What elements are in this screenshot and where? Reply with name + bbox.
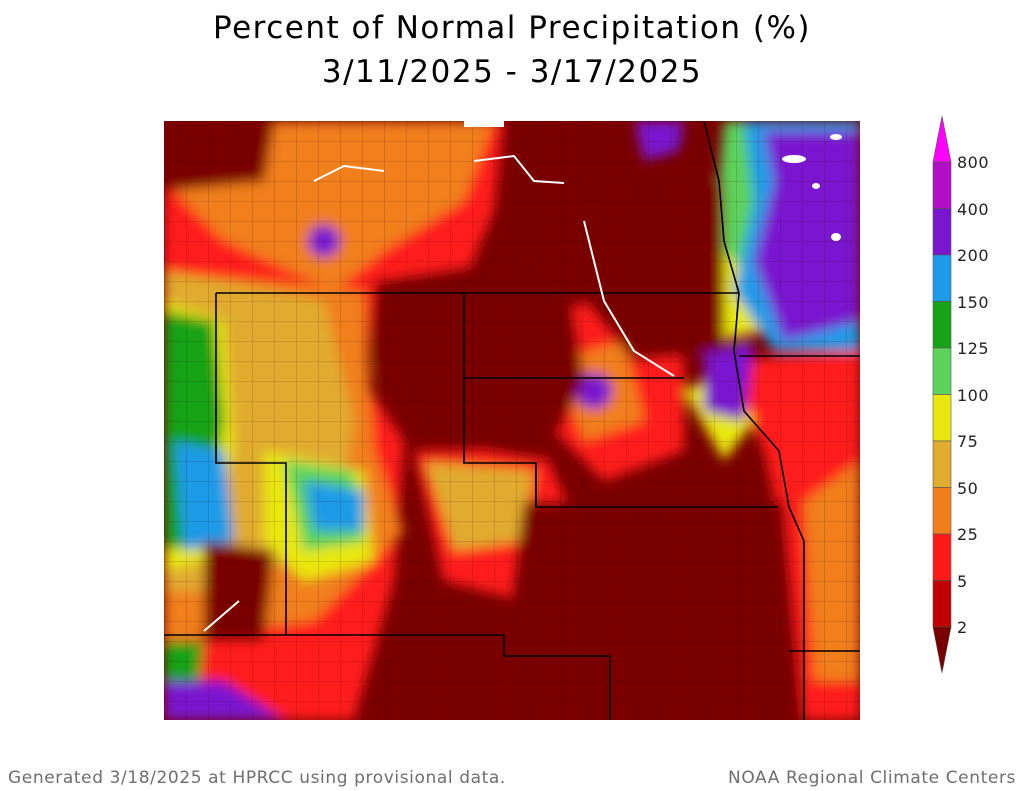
legend-label: 2 xyxy=(957,618,968,637)
legend-label: 25 xyxy=(957,525,979,544)
lakes xyxy=(464,121,842,241)
legend-swatch xyxy=(932,394,952,442)
map-date-range: 3/11/2025 - 3/17/2025 xyxy=(321,54,703,90)
legend-swatch xyxy=(932,208,952,256)
rivers xyxy=(203,154,675,632)
map-svg xyxy=(164,121,860,720)
legend-label: 150 xyxy=(957,292,990,312)
map-title: Percent of Normal Precipitation (%) xyxy=(212,10,811,46)
legend-label: 50 xyxy=(957,478,979,498)
legend-swatch xyxy=(932,440,952,488)
legend-swatch xyxy=(932,533,952,581)
generated-note: Generated 3/18/2025 at HPRCC using provi… xyxy=(8,768,506,788)
legend-top-arrow xyxy=(932,115,952,163)
legend-swatch xyxy=(932,254,952,302)
legend-swatch xyxy=(932,487,952,535)
legend-bottom-arrow xyxy=(932,626,952,674)
legend-label: 125 xyxy=(957,339,990,358)
legend-label: 200 xyxy=(957,246,990,265)
precipitation-map xyxy=(164,121,860,720)
legend-label: 100 xyxy=(957,385,990,405)
legend-swatch xyxy=(932,161,952,209)
source-credit: NOAA Regional Climate Centers xyxy=(728,768,1016,788)
state-boundaries xyxy=(164,121,860,720)
legend-swatch xyxy=(932,347,952,395)
county-grid xyxy=(164,121,860,720)
legend-label: 75 xyxy=(957,432,979,451)
legend-swatch xyxy=(932,301,952,349)
legend-swatch xyxy=(932,580,952,628)
legend-label: 400 xyxy=(957,199,990,219)
legend-label: 5 xyxy=(957,571,968,591)
legend-label: 800 xyxy=(957,153,990,172)
